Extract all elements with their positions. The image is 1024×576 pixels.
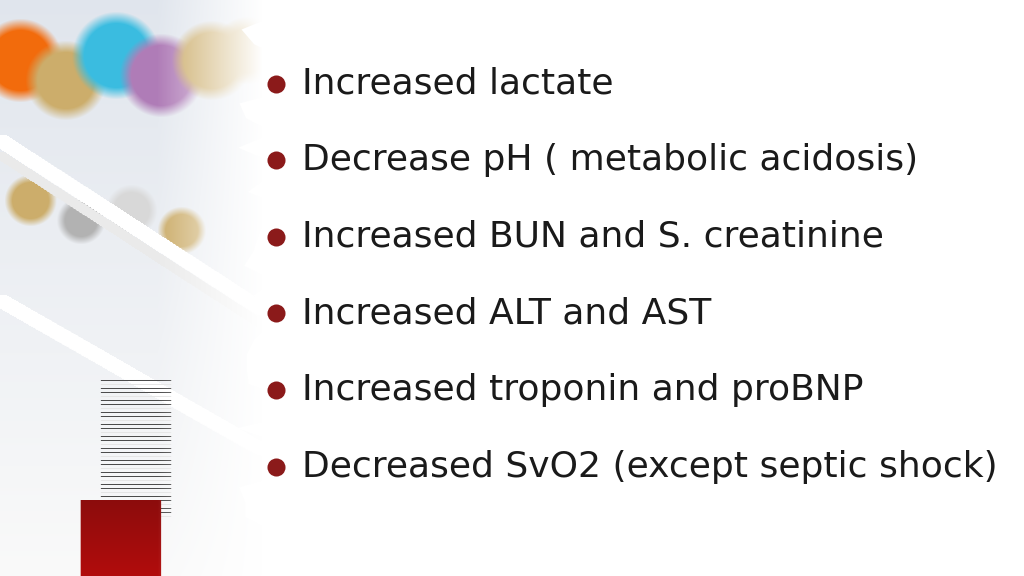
Polygon shape	[237, 0, 1024, 576]
Text: Increased ALT and AST: Increased ALT and AST	[302, 296, 712, 331]
Text: Decrease pH ( metabolic acidosis): Decrease pH ( metabolic acidosis)	[302, 143, 919, 177]
Text: Increased BUN and S. creatinine: Increased BUN and S. creatinine	[302, 219, 884, 254]
Text: Increased troponin and proBNP: Increased troponin and proBNP	[302, 373, 863, 407]
Text: Decreased SvO2 (except septic shock): Decreased SvO2 (except septic shock)	[302, 449, 997, 484]
Text: Increased lactate: Increased lactate	[302, 66, 613, 101]
